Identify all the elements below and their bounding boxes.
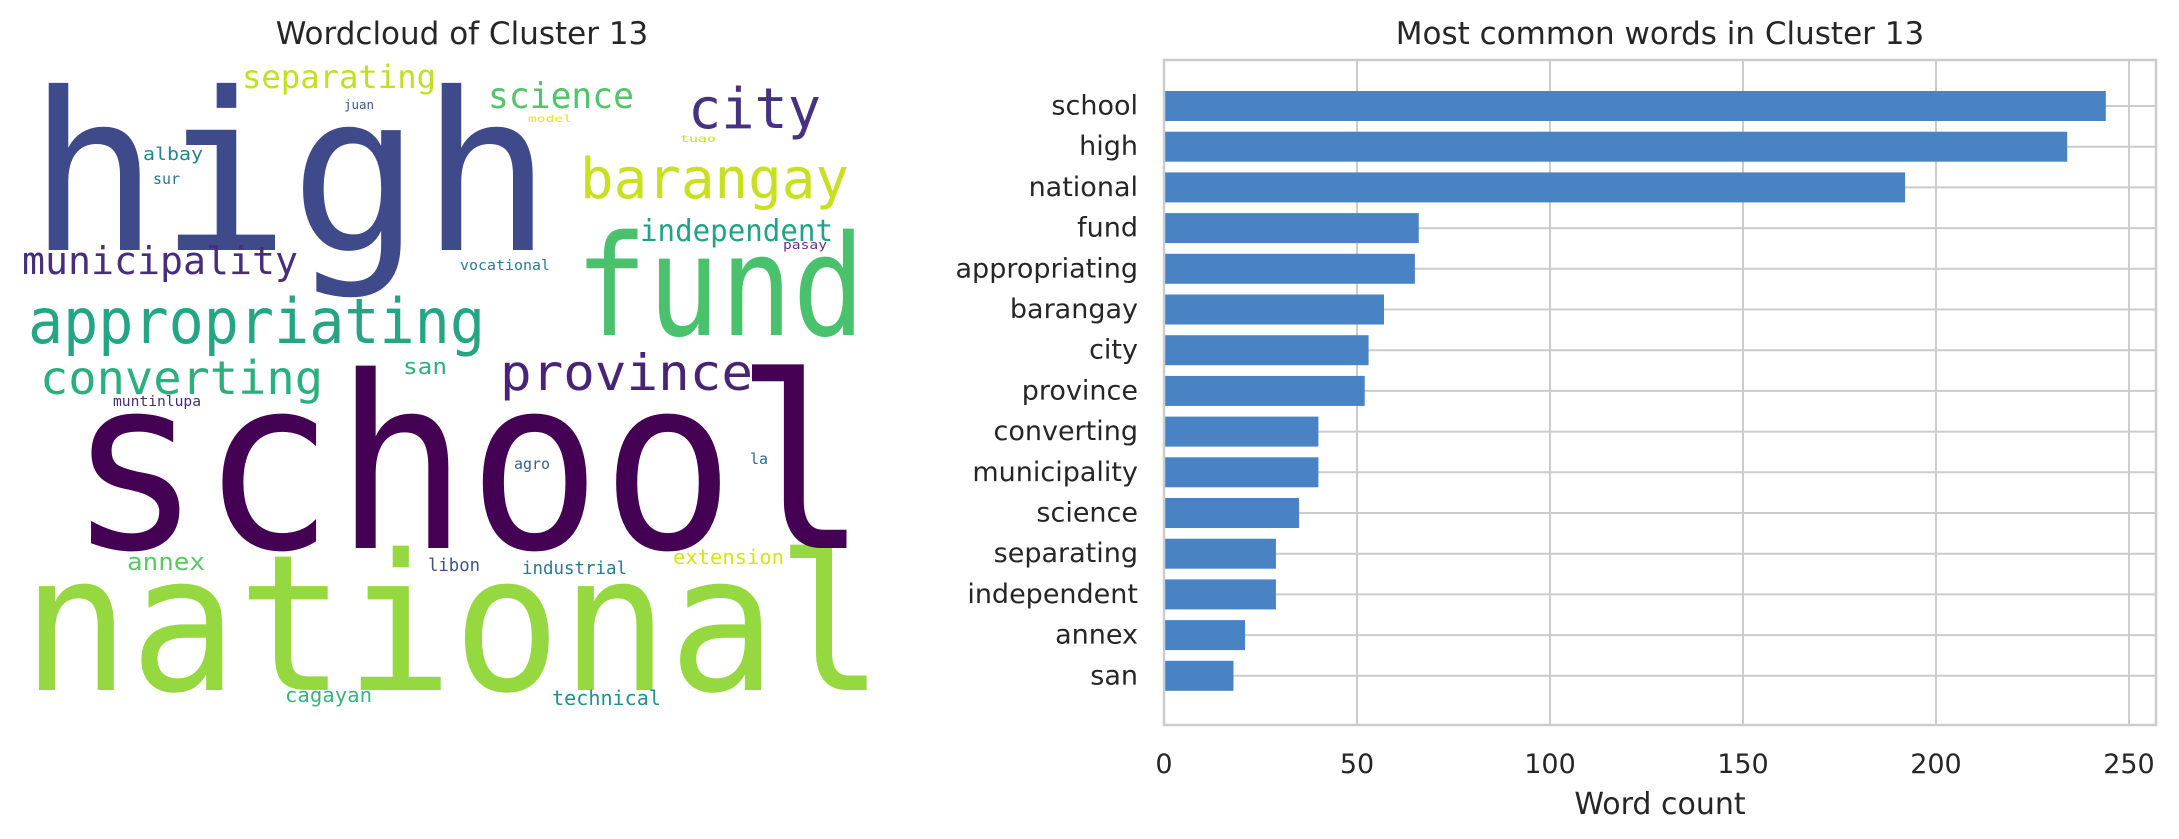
wordcloud-word: annex: [127, 548, 205, 576]
plot-frame: [1162, 58, 2158, 727]
bar-municipality: [1164, 457, 1319, 488]
y-tick-label: converting: [993, 416, 1138, 447]
y-tick-label: annex: [1055, 620, 1138, 651]
wordcloud-word: agro: [514, 455, 550, 473]
wordcloud-title: Wordcloud of Cluster 13: [275, 16, 649, 52]
bar-province: [1164, 375, 1365, 406]
bar-fund: [1164, 213, 1419, 244]
y-tick-label: fund: [1077, 213, 1138, 244]
wordcloud-word: high: [28, 46, 552, 302]
wordcloud-word: technical: [552, 686, 661, 710]
bar-high: [1164, 131, 2068, 162]
y-tick-label: national: [1029, 172, 1138, 203]
wordcloud-word: industrial: [522, 558, 627, 579]
x-tick-label: 100: [1524, 749, 1576, 780]
wordcloud-word: sur: [153, 170, 180, 188]
wordcloud-word: fund: [575, 206, 865, 369]
wordcloud-word: appropriating: [28, 285, 485, 358]
y-tick-label: province: [1022, 375, 1138, 406]
wordcloud-word: juan: [344, 98, 374, 112]
y-tick-label: high: [1079, 131, 1138, 162]
y-tick-label: science: [1036, 498, 1138, 529]
bar-barangay: [1164, 294, 1385, 325]
wordcloud-word: separating: [242, 58, 436, 96]
bar-city: [1164, 335, 1369, 366]
wordcloud-word: city: [688, 77, 821, 142]
wordcloud-word: province: [500, 344, 753, 402]
wordcloud-word: national: [22, 514, 884, 735]
x-axis-label: Word count: [1574, 787, 1746, 822]
wordcloud-word: muntinlupa: [113, 394, 201, 410]
wordcloud-word: san: [403, 355, 447, 380]
wordcloud-word: school: [68, 325, 868, 605]
x-tick-label: 150: [1717, 749, 1769, 780]
wordcloud-word: cagayan: [285, 683, 372, 707]
bar-san: [1164, 660, 1234, 691]
bar-separating: [1164, 538, 1276, 569]
y-tick-label: barangay: [1010, 294, 1138, 325]
x-tick-label: 250: [2103, 749, 2155, 780]
y-tick-label: school: [1051, 91, 1138, 122]
wordcloud-word: pasay: [783, 238, 827, 252]
bar-science: [1164, 498, 1300, 528]
bar-independent: [1164, 579, 1276, 610]
x-tick-label: 50: [1340, 749, 1374, 780]
wordcloud-word: la: [750, 450, 768, 468]
x-tick-label: 0: [1155, 749, 1172, 780]
x-tick-label: 200: [1910, 749, 1962, 780]
y-tick-label: municipality: [972, 457, 1138, 488]
bar-national: [1164, 172, 1906, 203]
y-tick-label: appropriating: [956, 253, 1138, 284]
bar-chart-title: Most common words in Cluster 13: [1395, 16, 1925, 52]
y-tick-label: separating: [994, 538, 1138, 569]
wordcloud-word: vocational: [460, 258, 550, 274]
wordcloud-word: barangay: [580, 147, 849, 212]
bar-converting: [1164, 416, 1319, 447]
bar-school: [1164, 91, 2106, 121]
wordcloud-word: extension: [673, 545, 784, 569]
wordcloud-word: albay: [143, 144, 203, 165]
y-tick-label: city: [1089, 335, 1138, 366]
wordcloud-word: tuao: [680, 134, 716, 145]
wordcloud-word: independent: [640, 214, 833, 249]
wordcloud-word: municipality: [22, 239, 298, 283]
wordcloud-word: model: [528, 114, 572, 125]
bar-appropriating: [1164, 253, 1415, 284]
wordcloud-word: converting: [40, 351, 323, 405]
y-tick-label: independent: [967, 579, 1138, 610]
wordcloud-word: libon: [428, 555, 480, 576]
y-tick-label: san: [1090, 660, 1138, 691]
bar-annex: [1164, 620, 1246, 651]
wordcloud-word: science: [488, 76, 634, 117]
